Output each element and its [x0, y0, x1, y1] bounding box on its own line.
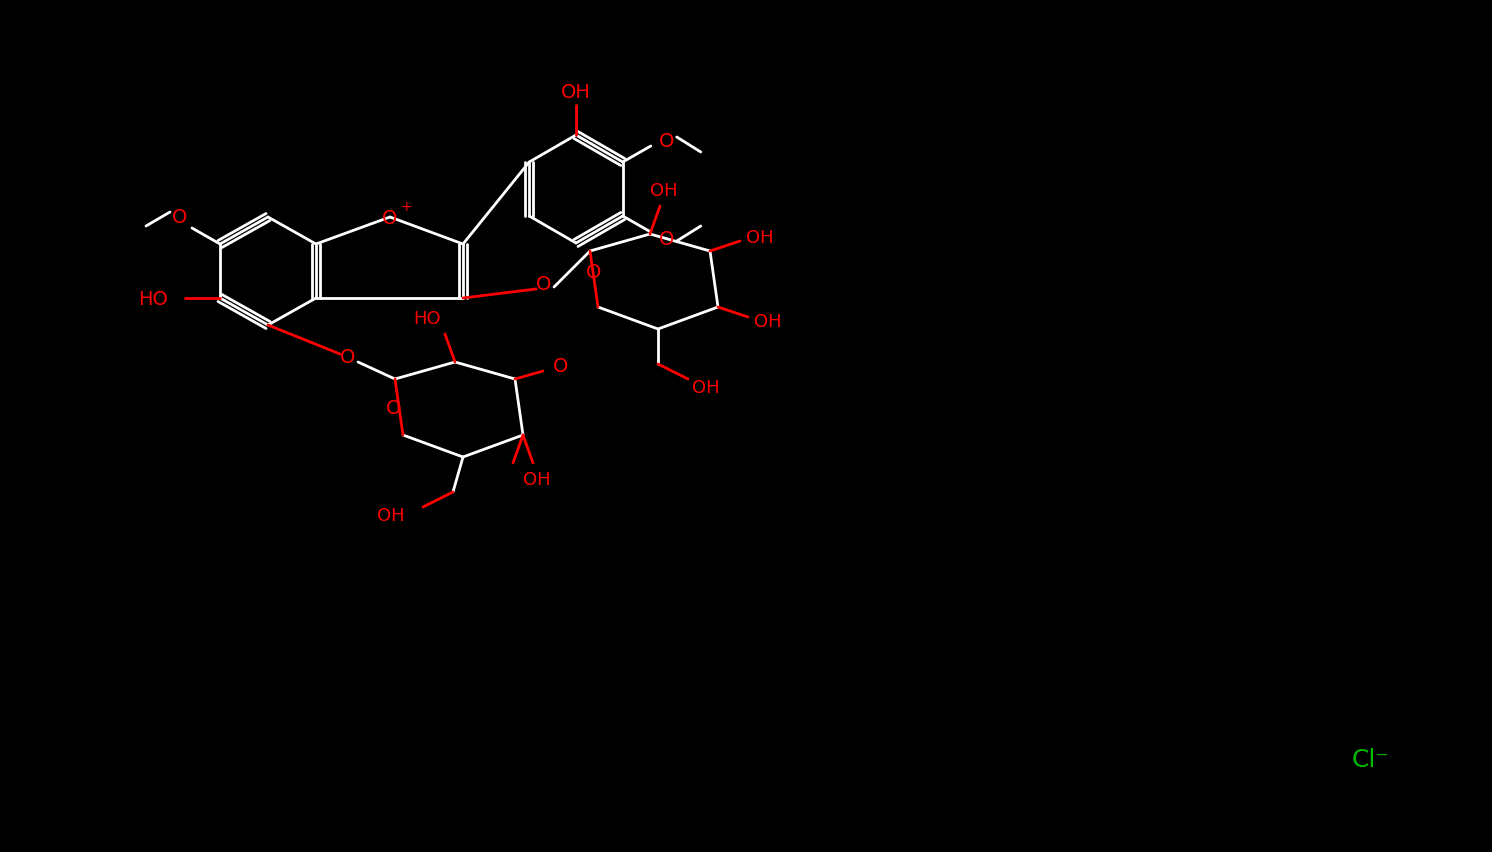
Text: HO: HO — [413, 309, 442, 328]
Text: OH: OH — [377, 506, 404, 524]
Text: OH: OH — [753, 313, 782, 331]
Text: O: O — [386, 398, 401, 417]
Text: OH: OH — [651, 181, 677, 199]
Text: O: O — [554, 356, 568, 375]
Text: OH: OH — [524, 470, 551, 488]
Text: +: + — [400, 199, 412, 214]
Text: OH: OH — [746, 228, 774, 247]
Text: O: O — [536, 274, 552, 293]
Text: OH: OH — [692, 378, 719, 396]
Text: O: O — [382, 208, 398, 227]
Text: O: O — [340, 347, 355, 366]
Text: Cl⁻: Cl⁻ — [1352, 747, 1389, 771]
Text: O: O — [659, 131, 674, 150]
Text: O: O — [586, 262, 601, 281]
Text: OH: OH — [561, 83, 591, 101]
Text: O: O — [659, 229, 674, 248]
Text: HO: HO — [139, 289, 169, 308]
Text: O: O — [172, 207, 188, 227]
